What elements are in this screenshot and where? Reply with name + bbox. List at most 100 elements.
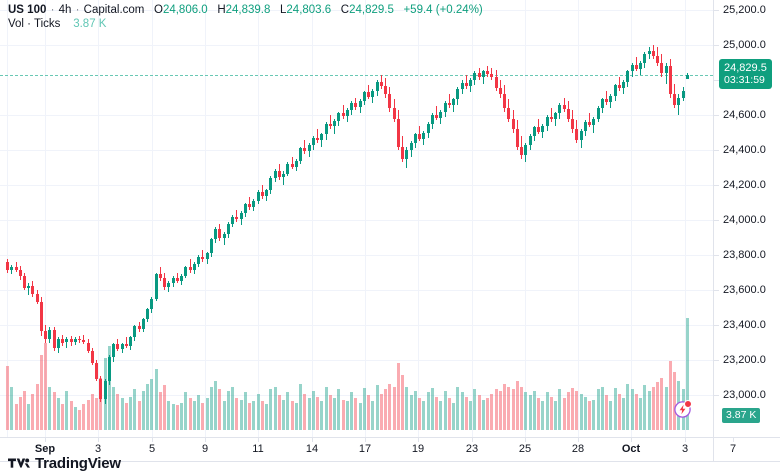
legend-separator-2: · — [75, 4, 80, 16]
volume-bar — [545, 392, 549, 430]
candle-body — [120, 343, 124, 350]
volume-bar — [481, 399, 485, 430]
time-tick-label: 5 — [148, 443, 156, 455]
chart-panes[interactable] — [0, 0, 713, 437]
volume-bar — [141, 390, 145, 430]
volume-bar — [6, 366, 9, 430]
candle-body — [362, 92, 366, 101]
symbol-legend-row[interactable]: US 100 · 4h · Capital.com O24,806.0 H24,… — [8, 3, 483, 17]
candle-body — [299, 148, 303, 161]
volume-bar — [656, 382, 659, 430]
volume-bar — [685, 318, 689, 430]
candle-body — [158, 274, 162, 279]
tradingview-logo[interactable]: TradingView — [8, 455, 121, 472]
volume-bar — [643, 385, 647, 430]
candle-body — [685, 74, 689, 79]
candle-body — [205, 253, 209, 260]
volume-bar — [260, 401, 264, 430]
volume-legend-row[interactable]: Vol · Ticks 3.87 K — [8, 17, 483, 31]
volume-bar — [99, 377, 103, 430]
candle-body — [103, 381, 107, 400]
candle-body — [99, 378, 103, 400]
candle-body — [549, 116, 553, 120]
price-scale[interactable]: 25,200.025,000.024,800.024,600.024,400.0… — [713, 0, 780, 437]
time-scale[interactable]: Sep 3 5 9 11 14 17 19 23 25 28 Oct 3 — [0, 437, 713, 462]
candle-body — [588, 122, 592, 125]
symbol-name[interactable]: US 100 — [8, 4, 47, 16]
grid-line-vertical — [205, 0, 206, 437]
volume-bar — [630, 389, 634, 430]
volume-bar — [103, 357, 107, 430]
candle-body — [477, 73, 481, 78]
lightning-bolt-icon[interactable] — [674, 400, 692, 418]
volume-bar — [418, 398, 422, 430]
candle-body — [537, 127, 541, 132]
candle-body — [303, 148, 307, 151]
volume-title: Vol · Ticks — [8, 18, 61, 30]
volume-bar — [507, 386, 511, 430]
price-tick-label: 23,600.0 — [723, 284, 766, 296]
volume-bar — [95, 398, 99, 430]
volume-bar — [486, 398, 490, 430]
candle-body — [154, 274, 158, 299]
volume-bar — [290, 401, 294, 430]
volume-bar — [120, 398, 124, 430]
candle-body — [388, 94, 392, 108]
candle-body — [503, 94, 507, 108]
volume-bar — [524, 392, 528, 430]
grid-line-vertical — [472, 0, 473, 437]
candle-body — [575, 129, 579, 140]
price-tick-label: 25,000.0 — [723, 39, 766, 51]
tradingview-logo-text: TradingView — [35, 455, 121, 472]
scale-corner[interactable]: 7 — [713, 437, 780, 462]
time-tick — [258, 438, 259, 442]
time-tick-label: 19 — [411, 443, 425, 455]
candle-body — [256, 192, 260, 201]
volume-bar — [167, 401, 171, 430]
volume-bar — [333, 398, 337, 430]
grid-line-horizontal — [0, 150, 713, 151]
time-tick-label: 7 — [729, 443, 737, 455]
volume-bar — [269, 389, 273, 430]
volume-bar — [532, 390, 536, 430]
candle-body — [498, 87, 502, 94]
candle-wick — [550, 108, 552, 122]
price-tick — [714, 395, 719, 396]
candle-body — [634, 65, 638, 69]
candle-body — [469, 80, 473, 87]
candle-body — [82, 339, 86, 343]
grid-line-vertical — [45, 0, 46, 437]
volume-bar — [22, 390, 26, 430]
candle-body — [630, 65, 634, 72]
candle-body — [600, 99, 604, 108]
candle-body — [596, 108, 600, 119]
grid-line-vertical — [312, 0, 313, 437]
volume-bar — [443, 390, 447, 430]
candle-body — [286, 164, 290, 174]
candle-body — [133, 326, 137, 338]
interval-label[interactable]: 4h — [58, 4, 72, 16]
price-tick — [714, 185, 719, 186]
candle-body — [175, 277, 179, 281]
volume-value-badge[interactable]: 3.87 K — [722, 408, 761, 423]
candle-wick — [291, 157, 293, 170]
last-price-badge[interactable]: 24,829.5 03:31:59 — [720, 59, 771, 88]
volume-bar — [163, 385, 167, 430]
candle-body — [656, 55, 659, 63]
grid-line-horizontal — [0, 115, 713, 116]
candle-wick — [15, 262, 17, 272]
price-tick-label: 23,400.0 — [723, 319, 766, 331]
candle-body — [422, 132, 426, 139]
volume-bar — [592, 399, 596, 430]
close-value: 24,829.5 — [349, 4, 394, 16]
grid-line-vertical — [525, 0, 526, 437]
candle-body — [350, 102, 354, 110]
price-tick-label: 24,600.0 — [723, 109, 766, 121]
volume-bar — [14, 403, 18, 430]
exchange-label[interactable]: Capital.com — [83, 4, 145, 16]
volume-bar — [575, 390, 579, 430]
volume-bar — [562, 398, 566, 430]
candle-wick — [334, 118, 336, 135]
volume-bar — [503, 383, 507, 430]
volume-bar — [354, 398, 358, 430]
